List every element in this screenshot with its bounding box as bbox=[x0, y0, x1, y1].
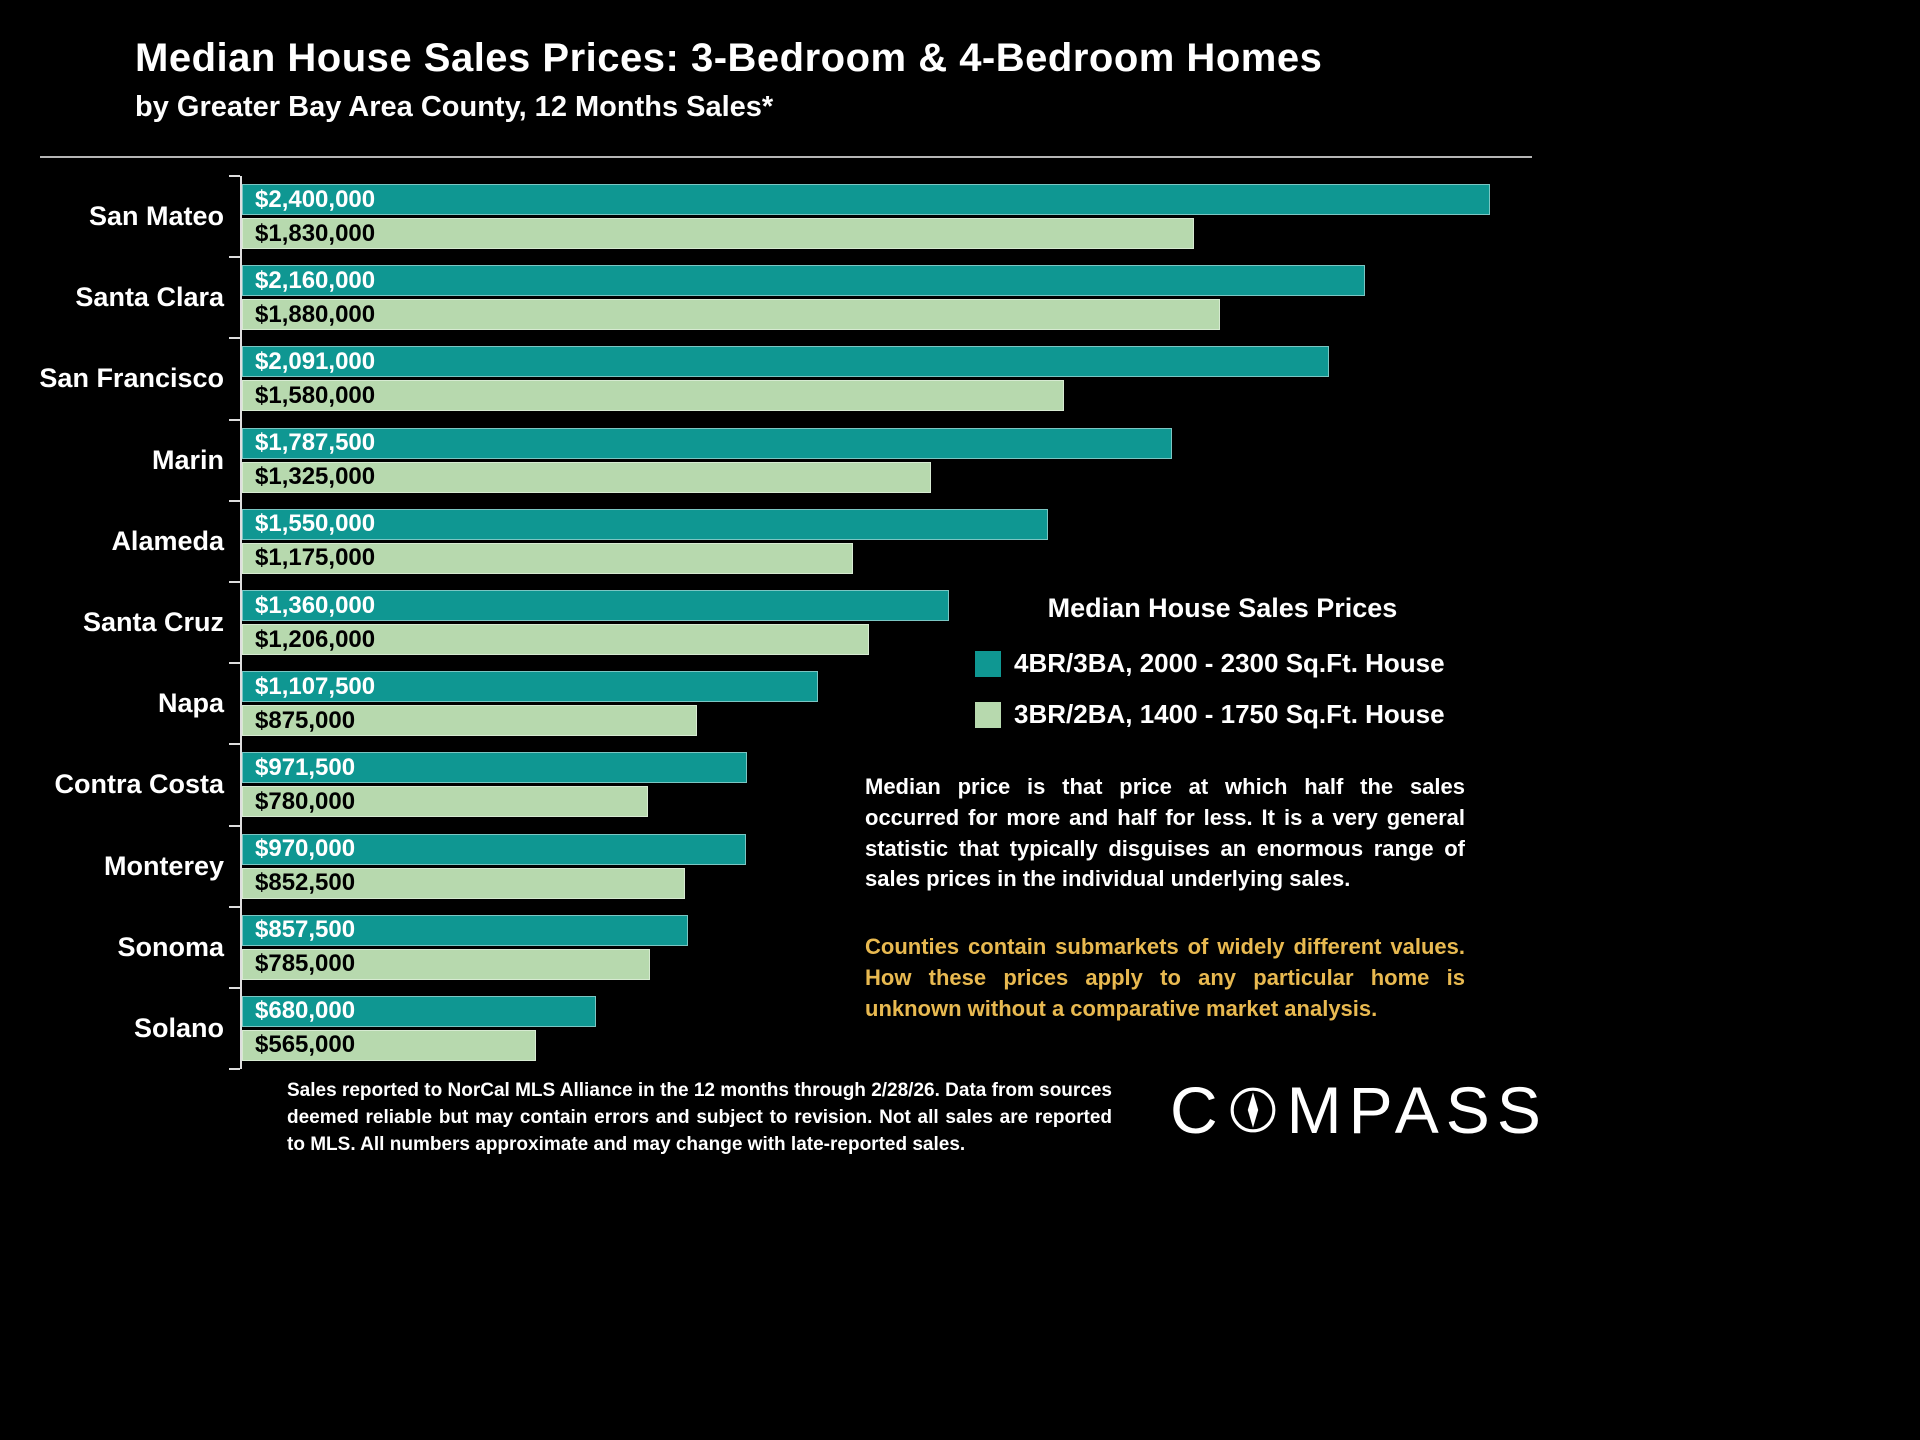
chart-row: Solano $680,000 $565,000 bbox=[15, 986, 1490, 1071]
category-label: Sonoma bbox=[117, 931, 224, 962]
bar-3br: $852,500 bbox=[242, 867, 686, 899]
header-divider bbox=[40, 156, 1532, 158]
category-label: Santa Cruz bbox=[82, 607, 224, 638]
bar-value-label: $2,400,000 bbox=[255, 185, 376, 213]
legend-swatch-3br bbox=[975, 701, 1001, 728]
note-submarkets-disclaimer: Counties contain submarkets of widely di… bbox=[865, 934, 1465, 1021]
page-subtitle: by Greater Bay Area County, 12 Months Sa… bbox=[135, 91, 774, 123]
legend-item-4br: 4BR/3BA, 2000 - 2300 Sq.Ft. House bbox=[975, 648, 1470, 679]
bar-value-label: $1,550,000 bbox=[255, 510, 376, 538]
bar-value-label: $680,000 bbox=[255, 997, 356, 1025]
plot-cell: $680,000 $565,000 bbox=[229, 986, 1490, 1071]
bar-value-label: $1,175,000 bbox=[255, 544, 376, 572]
note-median-definition: Median price is that price at which half… bbox=[865, 774, 1465, 892]
bar-4br: $2,400,000 bbox=[242, 184, 1490, 216]
bar-value-label: $2,160,000 bbox=[255, 266, 376, 294]
bar-4br: $1,787,500 bbox=[242, 427, 1172, 459]
bar-3br: $1,830,000 bbox=[242, 218, 1194, 250]
plot-cell: $2,091,000 $1,580,000 bbox=[229, 337, 1490, 420]
plot-cell: $857,500 $785,000 bbox=[229, 905, 1490, 988]
chart-row: Santa Cruz $1,360,000 $1,206,000 bbox=[15, 580, 1490, 664]
bar-value-label: $1,787,500 bbox=[255, 429, 376, 457]
category-label: Marin bbox=[151, 444, 224, 475]
category-label: Alameda bbox=[111, 525, 224, 556]
bar-4br: $970,000 bbox=[242, 833, 747, 865]
plot-cell: $2,160,000 $1,880,000 bbox=[229, 256, 1490, 339]
legend-item-3br: 3BR/2BA, 1400 - 1750 Sq.Ft. House bbox=[975, 699, 1470, 730]
bar-value-label: $1,206,000 bbox=[255, 625, 376, 653]
bar-4br: $2,091,000 bbox=[242, 346, 1330, 378]
chart-row: San Mateo $2,400,000 $1,830,000 bbox=[15, 174, 1490, 258]
chart-row: Napa $1,107,500 $875,000 bbox=[15, 662, 1490, 745]
bar-value-label: $1,580,000 bbox=[255, 381, 376, 409]
chart-row: Marin $1,787,500 $1,325,000 bbox=[15, 418, 1490, 501]
logo-text-left: C bbox=[1170, 1073, 1225, 1147]
bar-3br: $1,175,000 bbox=[242, 542, 853, 574]
compass-logo: C MPASS bbox=[1170, 1072, 1548, 1148]
bar-4br: $857,500 bbox=[242, 914, 688, 946]
bar-value-label: $857,500 bbox=[255, 916, 356, 944]
category-label: Solano bbox=[133, 1012, 224, 1043]
bar-value-label: $1,880,000 bbox=[255, 300, 376, 328]
logo-text-right: MPASS bbox=[1286, 1073, 1548, 1147]
bar-3br: $875,000 bbox=[242, 705, 697, 737]
bar-3br: $780,000 bbox=[242, 786, 648, 818]
chart-row: San Francisco $2,091,000 $1,580,000 bbox=[15, 337, 1490, 420]
bar-3br: $1,580,000 bbox=[242, 380, 1064, 412]
category-label: Napa bbox=[157, 688, 224, 719]
bar-4br: $971,500 bbox=[242, 752, 748, 784]
chart-row: Contra Costa $971,500 $780,000 bbox=[15, 743, 1490, 826]
category-label: Monterey bbox=[103, 850, 224, 881]
plot-cell: $970,000 $852,500 bbox=[229, 824, 1490, 907]
bar-4br: $1,360,000 bbox=[242, 590, 950, 622]
category-label: San Mateo bbox=[88, 201, 224, 232]
bar-value-label: $1,325,000 bbox=[255, 463, 376, 491]
bar-value-label: $565,000 bbox=[255, 1031, 356, 1059]
plot-cell: $2,400,000 $1,830,000 bbox=[229, 174, 1490, 258]
category-label: San Francisco bbox=[39, 363, 224, 394]
bar-value-label: $2,091,000 bbox=[255, 347, 376, 375]
category-label: Santa Clara bbox=[75, 282, 224, 313]
bar-4br: $2,160,000 bbox=[242, 265, 1366, 297]
legend: Median House Sales Prices 4BR/3BA, 2000 … bbox=[975, 593, 1470, 750]
bar-value-label: $971,500 bbox=[255, 753, 356, 781]
chart-row: Monterey $970,000 $852,500 bbox=[15, 824, 1490, 907]
bar-3br: $1,880,000 bbox=[242, 299, 1220, 331]
bar-4br: $680,000 bbox=[242, 995, 596, 1027]
bar-3br: $1,206,000 bbox=[242, 624, 870, 656]
legend-swatch-4br bbox=[975, 650, 1001, 677]
plot-cell: $1,360,000 $1,206,000 bbox=[229, 580, 1490, 664]
legend-label-3br: 3BR/2BA, 1400 - 1750 Sq.Ft. House bbox=[1014, 699, 1445, 729]
bar-value-label: $780,000 bbox=[255, 787, 356, 815]
chart-row: Alameda $1,550,000 $1,175,000 bbox=[15, 499, 1490, 582]
bar-3br: $565,000 bbox=[242, 1029, 536, 1061]
bar-3br: $785,000 bbox=[242, 948, 651, 980]
bar-4br: $1,107,500 bbox=[242, 671, 818, 703]
bar-value-label: $852,500 bbox=[255, 869, 356, 897]
bar-value-label: $785,000 bbox=[255, 950, 356, 978]
plot-cell: $971,500 $780,000 bbox=[229, 743, 1490, 826]
category-label: Contra Costa bbox=[54, 769, 224, 800]
bar-value-label: $875,000 bbox=[255, 706, 356, 734]
bar-4br: $1,550,000 bbox=[242, 508, 1048, 540]
chart-row: Santa Clara $2,160,000 $1,880,000 bbox=[15, 256, 1490, 339]
plot-cell: $1,787,500 $1,325,000 bbox=[229, 418, 1490, 501]
bar-chart: San Mateo $2,400,000 $1,830,000 Santa Clara… bbox=[15, 174, 1490, 1071]
bar-value-label: $1,360,000 bbox=[255, 591, 376, 619]
legend-title: Median House Sales Prices bbox=[1047, 593, 1398, 623]
header: Median House Sales Prices: 3-Bedroom & 4… bbox=[135, 36, 1322, 124]
bar-value-label: $970,000 bbox=[255, 835, 356, 863]
plot-cell: $1,550,000 $1,175,000 bbox=[229, 499, 1490, 582]
page-title: Median House Sales Prices: 3-Bedroom & 4… bbox=[135, 36, 1323, 80]
footnote: Sales reported to NorCal MLS Alliance in… bbox=[287, 1080, 1112, 1155]
compass-o-icon bbox=[1230, 1087, 1276, 1133]
bar-value-label: $1,107,500 bbox=[255, 672, 376, 700]
chart-rows: San Mateo $2,400,000 $1,830,000 Santa Clara… bbox=[15, 174, 1490, 1071]
plot-cell: $1,107,500 $875,000 bbox=[229, 662, 1490, 745]
bar-value-label: $1,830,000 bbox=[255, 219, 376, 247]
legend-label-4br: 4BR/3BA, 2000 - 2300 Sq.Ft. House bbox=[1014, 648, 1445, 678]
bar-3br: $1,325,000 bbox=[242, 461, 931, 493]
chart-row: Sonoma $857,500 $785,000 bbox=[15, 905, 1490, 988]
